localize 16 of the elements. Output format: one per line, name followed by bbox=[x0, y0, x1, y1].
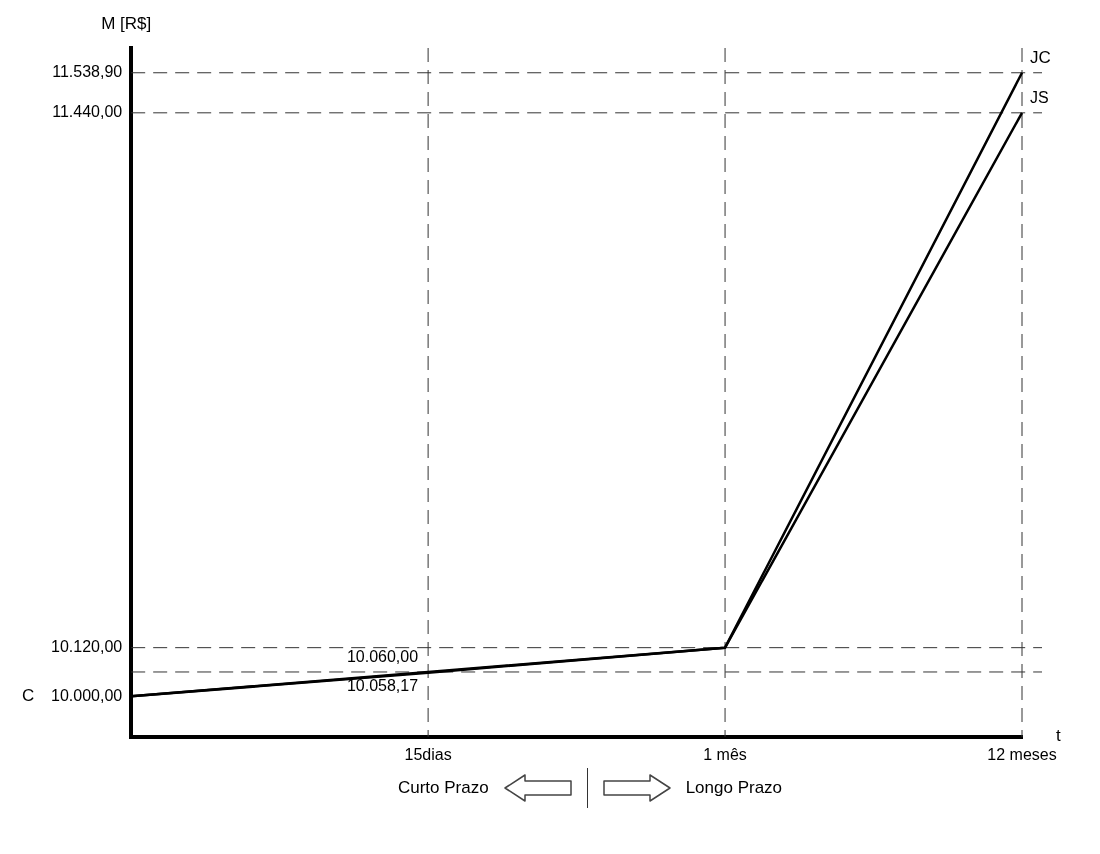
x-tick-label: 1 mês bbox=[703, 745, 747, 763]
series-label: JS bbox=[1030, 89, 1049, 107]
x-tick-label: 12 meses bbox=[987, 745, 1057, 763]
data-label: 10.058,17 bbox=[346, 677, 419, 695]
text: C bbox=[22, 685, 35, 705]
y-tick-label: 11.538,90 bbox=[52, 63, 123, 81]
data-label: 10.060,00 bbox=[346, 648, 419, 666]
y-tick-label: 10.000,00 bbox=[50, 686, 123, 704]
x-tick-label: 15dias bbox=[404, 745, 452, 763]
x-axis-title: t bbox=[1056, 726, 1061, 746]
text: Longo Prazo bbox=[685, 778, 783, 798]
text: Curto Prazo bbox=[397, 778, 489, 798]
y-tick-label: 11.440,00 bbox=[52, 103, 123, 121]
y-tick-label: 10.120,00 bbox=[50, 638, 123, 656]
series-label: JC bbox=[1030, 48, 1051, 68]
y-axis-title: M [R$] bbox=[101, 13, 152, 33]
